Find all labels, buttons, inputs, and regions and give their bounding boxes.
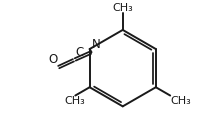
Text: O: O [48,54,57,66]
Text: CH₃: CH₃ [112,3,133,13]
Text: C: C [75,46,83,59]
Text: CH₃: CH₃ [64,96,85,106]
Text: CH₃: CH₃ [171,96,192,106]
Text: N: N [92,38,101,51]
